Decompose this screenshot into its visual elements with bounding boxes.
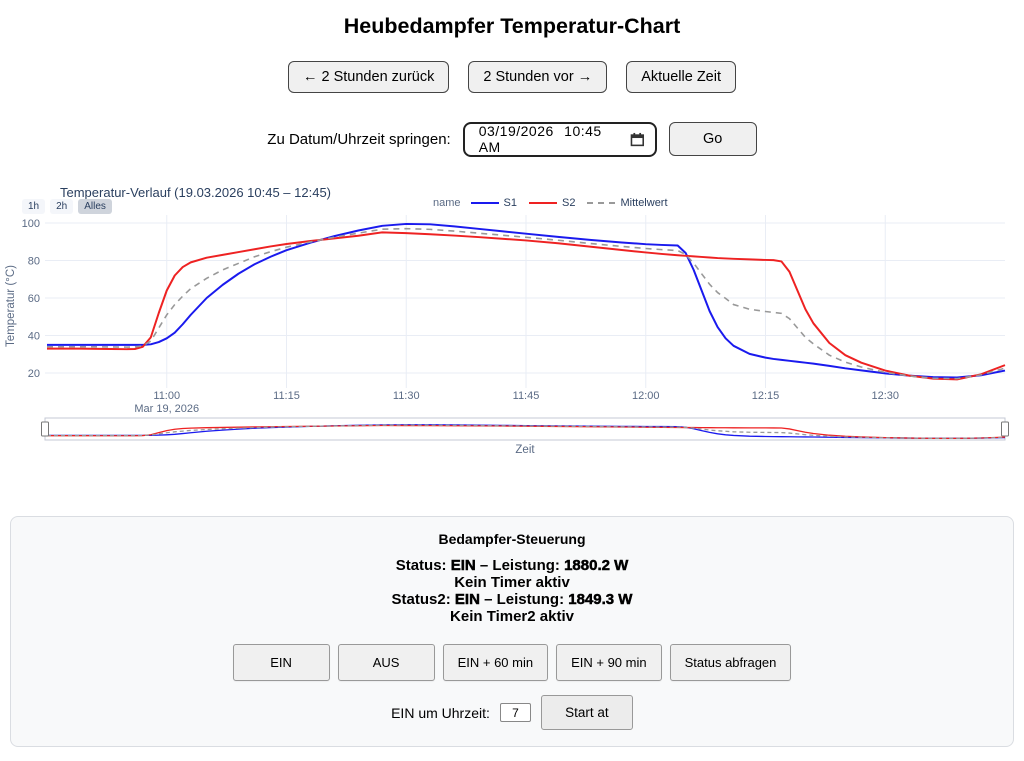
status-abfragen-button[interactable]: Status abfragen — [669, 644, 792, 681]
status-line-1: Status: EIN – Leistung: 1880.2 W — [395, 557, 629, 575]
svg-text:Mar 19, 2026: Mar 19, 2026 — [134, 403, 199, 415]
series-s2-line — [47, 231, 1006, 381]
slider-handle[interactable] — [41, 421, 49, 437]
status2-power: 1849.3 W — [568, 591, 633, 609]
chart-title: Temperatur-Verlauf (19.03.2026 10:45 – 1… — [60, 185, 332, 200]
page-title: Heubedampfer Temperatur-Chart — [343, 14, 681, 38]
ein-90min-button[interactable]: EIN + 90 min — [556, 644, 662, 681]
svg-text:Temperatur (°C): Temperatur (°C) — [5, 265, 17, 347]
slider-series-s2 — [47, 424, 1006, 440]
start-at-row: EIN um Uhrzeit: Start at — [11, 695, 1013, 730]
temperature-chart: 20 40 60 80 100 11:00 11:15 11:30 11:45 12:00 12:1… — [0, 181, 1024, 481]
series-mittelwert-line — [47, 227, 1006, 380]
timer-line-1: Kein Timer aktiv — [454, 574, 570, 591]
start-at-label: EIN um Uhrzeit: — [391, 704, 490, 721]
chart-legend: name S1 S2 Mittelwert — [433, 197, 680, 209]
status2-state: EIN — [454, 591, 481, 609]
legend-label-mittelwert: Mittelwert — [620, 197, 668, 209]
time-nav-row: ← 2 Stunden zurück 2 Stunden vor → Aktue… — [0, 61, 1024, 93]
timer-line-2: Kein Timer2 aktiv — [450, 608, 574, 625]
steamer-control-panel: Bedampfer-Steuerung Status: EIN – Leistu… — [10, 516, 1014, 747]
jump-label: Zu Datum/Uhrzeit springen: — [267, 130, 451, 148]
svg-text:11:00: 11:00 — [153, 390, 180, 402]
ein-button[interactable]: EIN — [232, 644, 330, 681]
status-block: Status: EIN – Leistung: 1880.2 W Kein Ti… — [11, 557, 1013, 625]
svg-text:11:30: 11:30 — [393, 390, 420, 402]
go-button[interactable]: Go — [668, 122, 757, 156]
range-button-alles[interactable]: Alles — [78, 199, 112, 214]
legend-label-s1: S1 — [503, 197, 517, 209]
svg-text:12:00: 12:00 — [632, 390, 660, 402]
ein-60min-button[interactable]: EIN + 60 min — [442, 644, 549, 681]
status1-power: 1880.2 W — [564, 557, 629, 575]
svg-text:100: 100 — [22, 218, 40, 230]
datetime-value: 03/19/2026 10:45 AM — [478, 123, 602, 155]
forward-2h-button[interactable]: 2 Stunden vor → — [468, 61, 608, 93]
start-time-input[interactable] — [499, 703, 531, 722]
s1-line-swatch — [470, 202, 499, 204]
svg-text:80: 80 — [28, 256, 40, 268]
datetime-input[interactable]: 03/19/2026 10:45 AM — [462, 121, 657, 157]
status1-state: EIN — [450, 557, 476, 575]
legend-item-mittelwert[interactable]: Mittelwert — [587, 197, 668, 209]
legend-label-s2: S2 — [562, 197, 576, 209]
svg-text:60: 60 — [28, 293, 40, 305]
panel-buttons: EIN AUS EIN + 60 min EIN + 90 min Status… — [11, 644, 1013, 681]
range-button-1h[interactable]: 1h — [22, 199, 46, 214]
legend-item-s2[interactable]: S2 — [529, 197, 575, 209]
panel-title: Bedampfer-Steuerung — [438, 531, 586, 547]
status-line-2: Status2: EIN – Leistung: 1849.3 W — [391, 591, 633, 609]
legend-item-s1[interactable]: S1 — [470, 197, 517, 209]
temperature-chart-svg[interactable]: 20 40 60 80 100 11:00 11:15 11:30 11:45 12:00 12:1… — [0, 181, 1024, 481]
svg-text:12:15: 12:15 — [752, 390, 780, 402]
current-time-button[interactable]: Aktuelle Zeit — [626, 61, 736, 93]
range-button-2h[interactable]: 2h — [50, 199, 74, 214]
aus-button[interactable]: AUS — [337, 644, 435, 681]
svg-text:12:30: 12:30 — [871, 390, 899, 402]
svg-text:Zeit: Zeit — [515, 444, 535, 456]
series-s1-line — [47, 222, 1006, 379]
svg-text:11:45: 11:45 — [513, 390, 540, 402]
range-selector: 1h 2h Alles — [22, 199, 112, 214]
svg-text:20: 20 — [28, 368, 40, 380]
s2-line-swatch — [529, 202, 557, 204]
start-at-button[interactable]: Start at — [540, 695, 633, 730]
svg-text:40: 40 — [28, 331, 40, 343]
svg-text:11:15: 11:15 — [273, 390, 300, 402]
legend-title: name — [433, 197, 461, 209]
jump-to-datetime-row: Zu Datum/Uhrzeit springen: 03/19/2026 10… — [0, 121, 1024, 157]
calendar-icon[interactable] — [630, 132, 645, 147]
slider-handle[interactable] — [1001, 421, 1009, 437]
slider-series-mittelwert — [47, 424, 1006, 439]
mittelwert-line-swatch — [587, 202, 616, 204]
back-2h-button[interactable]: ← 2 Stunden zurück — [287, 61, 450, 93]
